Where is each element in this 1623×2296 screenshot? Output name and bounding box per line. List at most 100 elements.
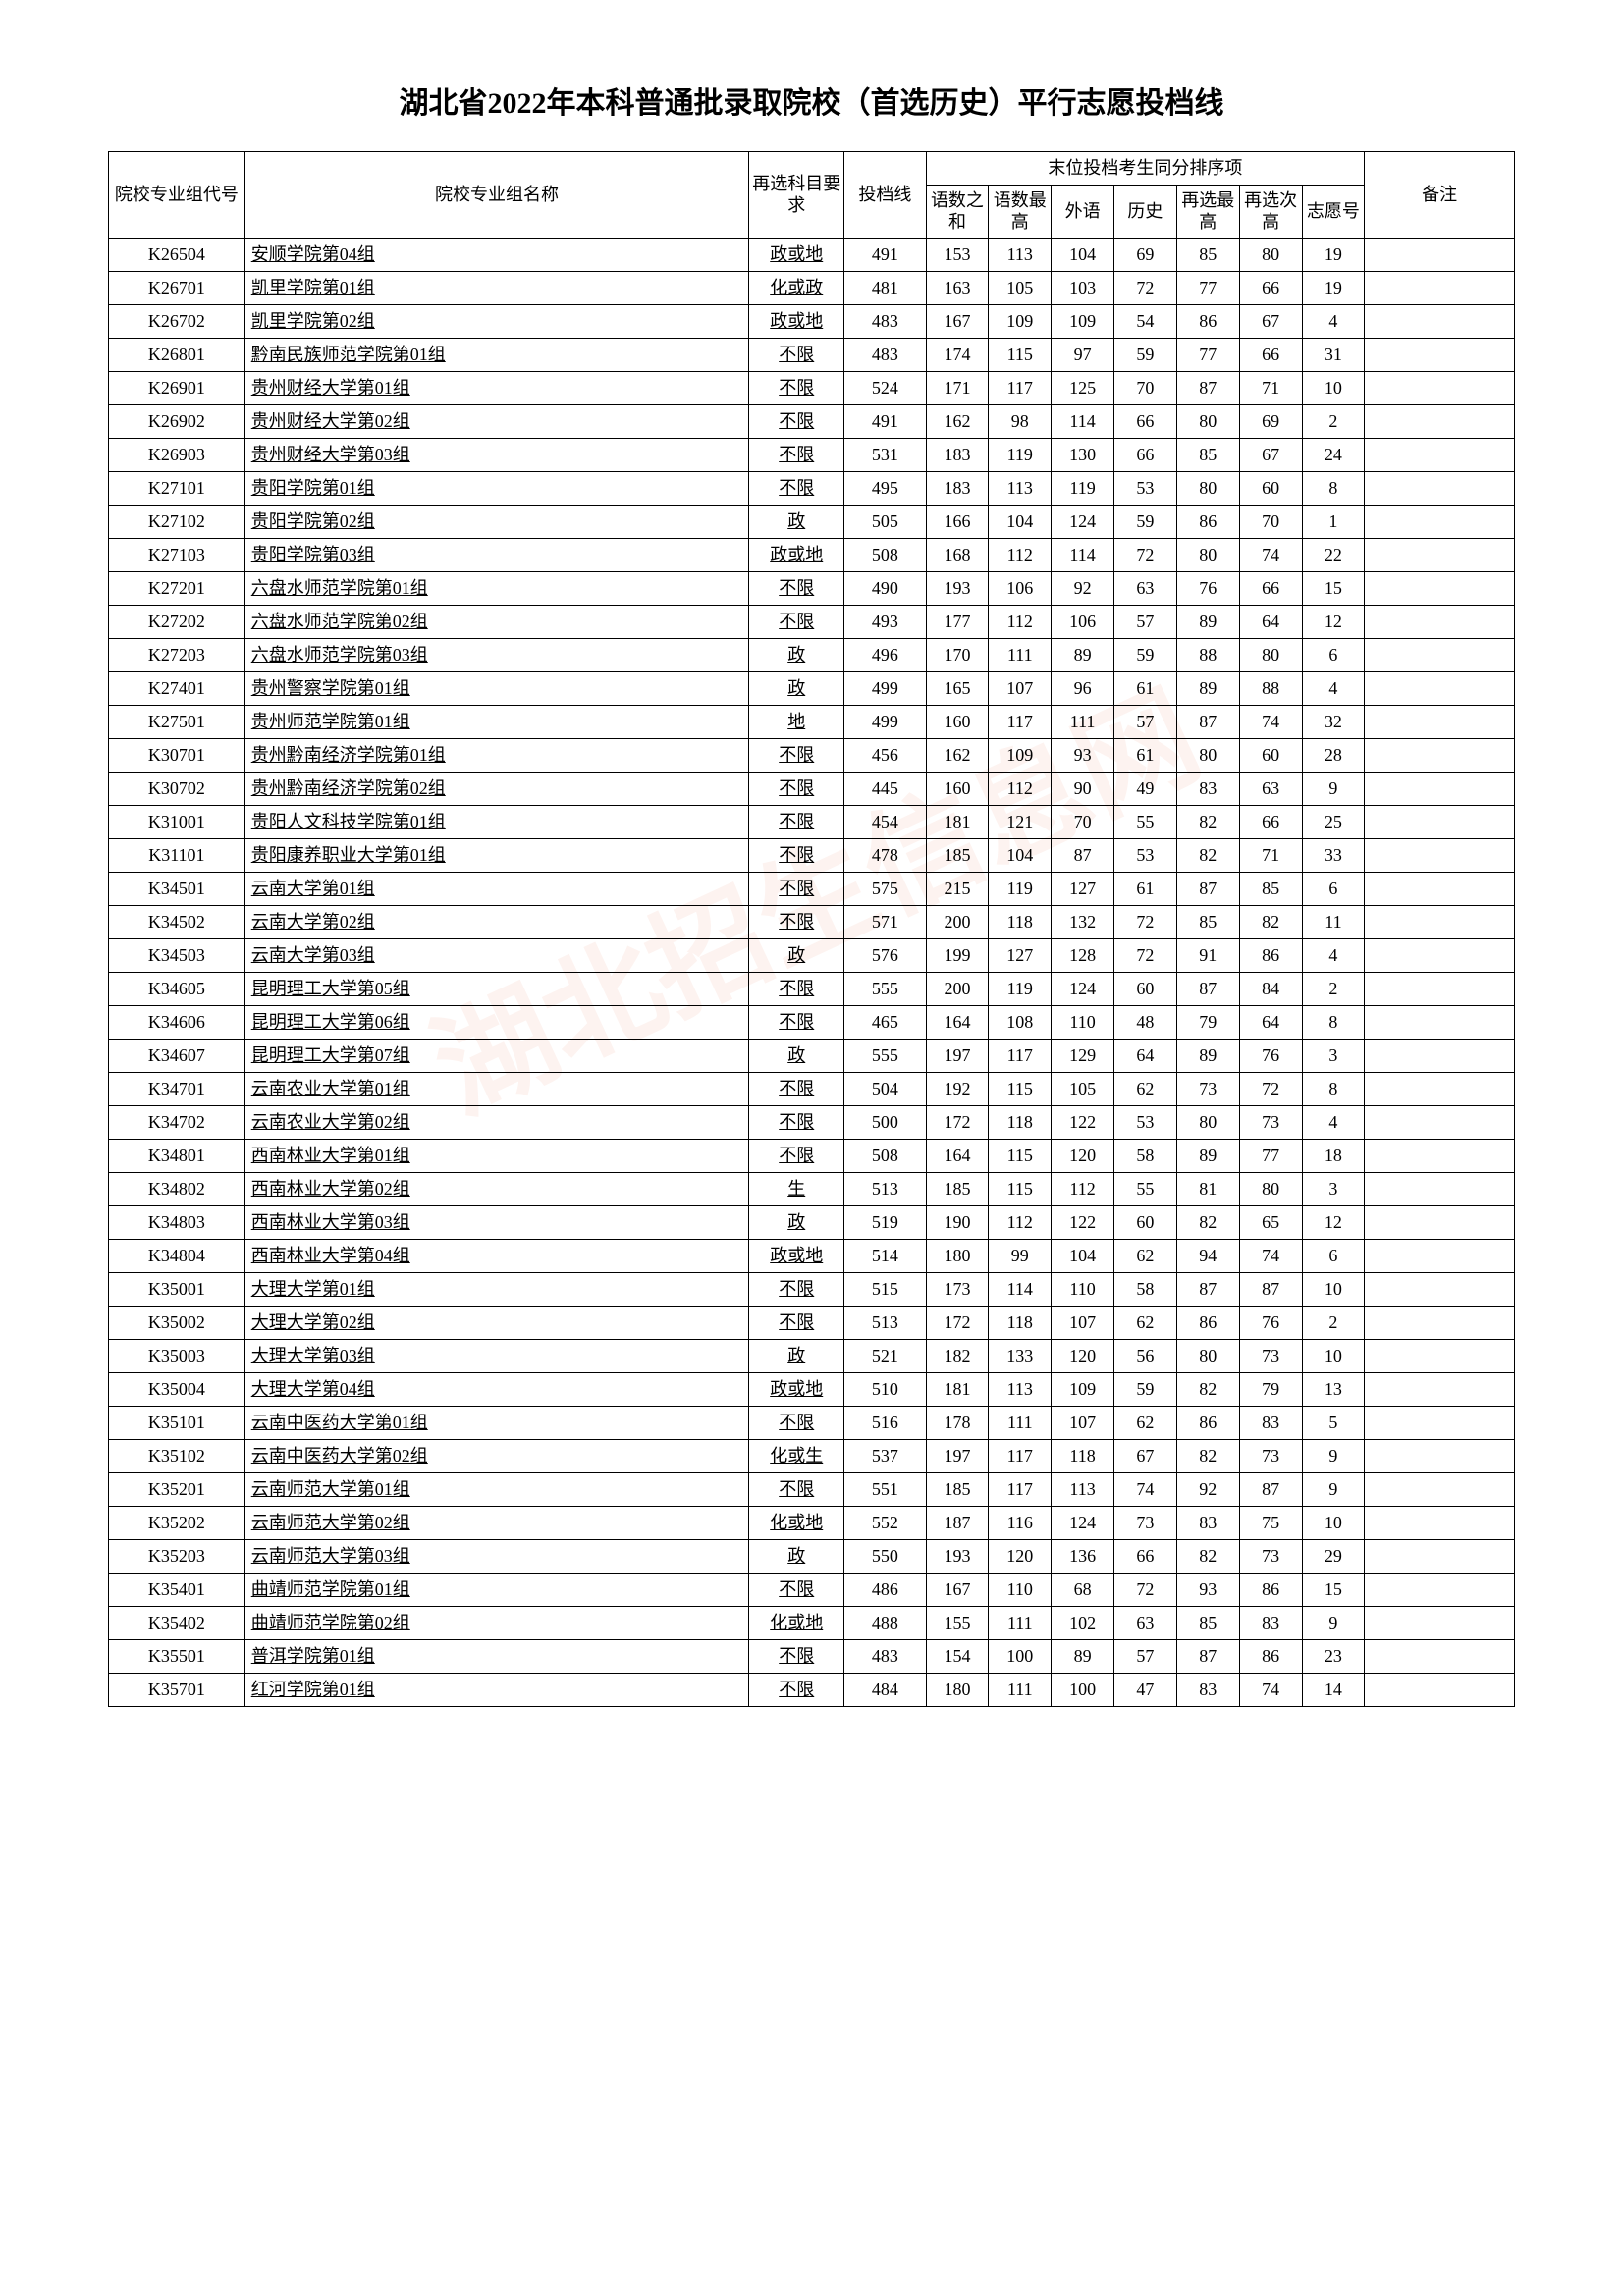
cell-s4: 72 (1114, 272, 1177, 305)
cell-s4: 53 (1114, 472, 1177, 506)
cell-s4: 64 (1114, 1040, 1177, 1073)
cell-s7: 9 (1302, 1473, 1365, 1507)
table-row: K35101云南中医药大学第01组不限5161781111076286835 (109, 1407, 1515, 1440)
cell-note (1365, 973, 1515, 1006)
cell-s1: 177 (926, 606, 989, 639)
cell-s7: 13 (1302, 1373, 1365, 1407)
cell-note (1365, 1473, 1515, 1507)
cell-s6: 80 (1239, 239, 1302, 272)
cell-s2: 112 (989, 1206, 1052, 1240)
cell-s7: 8 (1302, 1006, 1365, 1040)
cell-s1: 164 (926, 1006, 989, 1040)
cell-req: 不限 (749, 439, 844, 472)
cell-name: 凯里学院第02组 (244, 305, 748, 339)
cell-s3: 124 (1052, 506, 1114, 539)
cell-code: K26701 (109, 272, 245, 305)
table-row: K35401曲靖师范学院第01组不限4861671106872938615 (109, 1574, 1515, 1607)
cell-note (1365, 773, 1515, 806)
cell-s4: 55 (1114, 1173, 1177, 1206)
cell-s5: 86 (1176, 506, 1239, 539)
cell-score: 486 (844, 1574, 926, 1607)
cell-name: 凯里学院第01组 (244, 272, 748, 305)
cell-s5: 76 (1176, 572, 1239, 606)
cell-s7: 19 (1302, 272, 1365, 305)
table-row: K26701凯里学院第01组化或政48116310510372776619 (109, 272, 1515, 305)
cell-score: 478 (844, 839, 926, 873)
cell-score: 516 (844, 1407, 926, 1440)
cell-s6: 73 (1239, 1340, 1302, 1373)
cell-s1: 187 (926, 1507, 989, 1540)
cell-req: 不限 (749, 839, 844, 873)
cell-s7: 12 (1302, 1206, 1365, 1240)
cell-code: K35004 (109, 1373, 245, 1407)
cell-note (1365, 472, 1515, 506)
cell-s6: 70 (1239, 506, 1302, 539)
cell-s1: 155 (926, 1607, 989, 1640)
cell-note (1365, 806, 1515, 839)
cell-s1: 153 (926, 239, 989, 272)
cell-s4: 57 (1114, 706, 1177, 739)
cell-s3: 120 (1052, 1140, 1114, 1173)
cell-req: 政或地 (749, 1240, 844, 1273)
cell-req: 政 (749, 672, 844, 706)
cell-name: 普洱学院第01组 (244, 1640, 748, 1674)
table-row: K34607昆明理工大学第07组政5551971171296489763 (109, 1040, 1515, 1073)
table-row: K35203云南师范大学第03组政55019312013666827329 (109, 1540, 1515, 1574)
cell-s1: 174 (926, 339, 989, 372)
cell-code: K27203 (109, 639, 245, 672)
cell-req: 不限 (749, 339, 844, 372)
cell-name: 西南林业大学第01组 (244, 1140, 748, 1173)
cell-s5: 80 (1176, 1340, 1239, 1373)
cell-s3: 122 (1052, 1206, 1114, 1240)
cell-s2: 119 (989, 873, 1052, 906)
cell-code: K34701 (109, 1073, 245, 1106)
cell-s1: 160 (926, 706, 989, 739)
cell-score: 445 (844, 773, 926, 806)
cell-s6: 71 (1239, 839, 1302, 873)
table-row: K26504安顺学院第04组政或地49115311310469858019 (109, 239, 1515, 272)
cell-score: 551 (844, 1473, 926, 1507)
cell-code: K27101 (109, 472, 245, 506)
cell-s3: 111 (1052, 706, 1114, 739)
cell-note (1365, 1674, 1515, 1707)
cell-s4: 63 (1114, 572, 1177, 606)
cell-req: 不限 (749, 1006, 844, 1040)
cell-req: 不限 (749, 1106, 844, 1140)
table-row: K35402曲靖师范学院第02组化或地4881551111026385839 (109, 1607, 1515, 1640)
cell-s3: 112 (1052, 1173, 1114, 1206)
cell-s1: 154 (926, 1640, 989, 1674)
cell-note (1365, 1540, 1515, 1574)
cell-s4: 72 (1114, 1574, 1177, 1607)
cell-note (1365, 1240, 1515, 1273)
cell-s1: 185 (926, 839, 989, 873)
cell-s2: 118 (989, 906, 1052, 939)
cell-note (1365, 706, 1515, 739)
cell-s6: 74 (1239, 1674, 1302, 1707)
cell-s7: 2 (1302, 973, 1365, 1006)
cell-s2: 121 (989, 806, 1052, 839)
cell-name: 六盘水师范学院第01组 (244, 572, 748, 606)
cell-s4: 72 (1114, 939, 1177, 973)
cell-note (1365, 439, 1515, 472)
cell-s7: 2 (1302, 1307, 1365, 1340)
cell-s6: 80 (1239, 639, 1302, 672)
cell-s2: 98 (989, 405, 1052, 439)
cell-score: 555 (844, 1040, 926, 1073)
cell-score: 531 (844, 439, 926, 472)
cell-s3: 122 (1052, 1106, 1114, 1140)
cell-s7: 8 (1302, 472, 1365, 506)
cell-s3: 130 (1052, 439, 1114, 472)
cell-code: K35202 (109, 1507, 245, 1540)
table-row: K35002大理大学第02组不限5131721181076286762 (109, 1307, 1515, 1340)
table-row: K27201六盘水师范学院第01组不限4901931069263766615 (109, 572, 1515, 606)
cell-s7: 32 (1302, 706, 1365, 739)
page-title: 湖北省2022年本科普通批录取院校（首选历史）平行志愿投档线 (108, 79, 1515, 122)
cell-name: 贵州黔南经济学院第02组 (244, 773, 748, 806)
cell-s7: 3 (1302, 1040, 1365, 1073)
cell-code: K34804 (109, 1240, 245, 1273)
cell-score: 483 (844, 1640, 926, 1674)
cell-s3: 103 (1052, 272, 1114, 305)
cell-s6: 83 (1239, 1607, 1302, 1640)
cell-s3: 118 (1052, 1440, 1114, 1473)
cell-req: 化或地 (749, 1607, 844, 1640)
